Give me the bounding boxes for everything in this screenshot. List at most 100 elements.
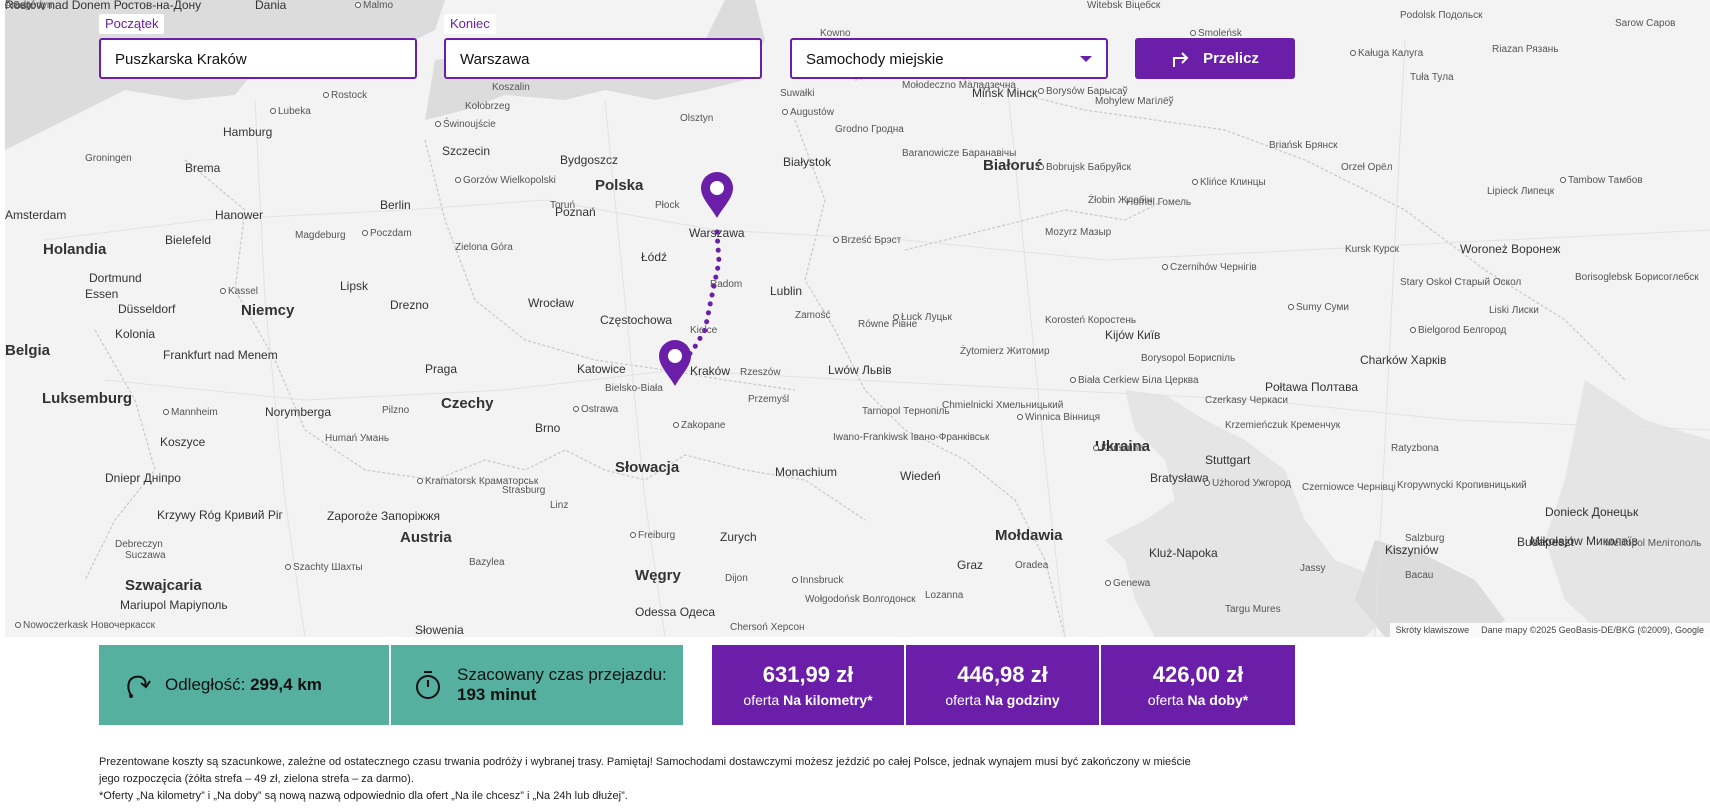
end-label: Koniec: [444, 14, 496, 34]
vehicle-select-value: Samochody miejskie: [806, 51, 944, 68]
city-label: Użhorod Ужгород: [1204, 478, 1291, 489]
city-label: Innsbruck: [792, 575, 843, 586]
calculate-button[interactable]: Przelicz: [1135, 38, 1295, 79]
offer-price: 446,98 zł: [957, 662, 1048, 687]
keyboard-shortcuts-link[interactable]: Skróty klawiszowe: [1395, 625, 1470, 635]
city-label: Rzeszów: [740, 367, 781, 378]
city-label: Monachium: [775, 465, 838, 479]
city-label: Brno: [535, 421, 561, 435]
city-dot-icon: [1350, 50, 1356, 57]
city-label: Wrocław: [528, 296, 574, 310]
calculate-button-label: Przelicz: [1203, 50, 1259, 67]
city-label: Smoleńsk: [1190, 28, 1242, 39]
city-label: Zaporoże Запоріжжя: [327, 509, 441, 523]
map-base: [5, 0, 1710, 637]
city-label: Płock: [655, 200, 680, 211]
city-label: Koszyce: [160, 435, 206, 449]
city-label: Toruń: [550, 200, 576, 211]
city-label: Liski Лиски: [1489, 305, 1539, 316]
city-label: Rostock: [323, 90, 367, 101]
city-label: Segedyn: [5, 0, 52, 11]
city-label: Iwano-Frankiwsk Івано-Франківськ: [833, 432, 990, 443]
map-copyright: Dane mapy ©2025 GeoBasis-DE/BKG (©2009),…: [1481, 625, 1704, 635]
city-label: Melitopol Мелітополь: [1605, 538, 1702, 549]
country-label: Słowenia: [415, 623, 464, 637]
city-label: Bielgorod Белгород: [1410, 325, 1506, 336]
route-map[interactable]: Dania Polska Białoruś Holandia Niemcy Belgia L…: [5, 0, 1710, 637]
end-input[interactable]: Warszawa: [444, 38, 762, 79]
city-label: Zamość: [795, 310, 831, 321]
city-label: Poczdam: [362, 228, 412, 239]
city-label: Charków Харків: [1360, 353, 1447, 367]
city-label: Bacau: [1405, 570, 1434, 581]
city-label: Briańsk Брянск: [1269, 140, 1338, 151]
city-label: Gorzów Wielkopolski: [455, 175, 556, 186]
city-label: Mariupol Маріуполь: [120, 598, 228, 612]
city-label: Graz: [957, 558, 984, 572]
city-label: Homel Гомель: [1126, 197, 1192, 208]
city-label: Borysopol Бориспіль: [1141, 353, 1236, 364]
city-label: Donieck Донецьк: [1545, 505, 1639, 519]
city-dot-icon: [417, 478, 423, 485]
city-label: Kramatorsk Краматорськ: [417, 476, 538, 487]
city-label: Kiszyniów: [1385, 543, 1439, 557]
city-dot-icon: [435, 121, 441, 128]
city-label: Warszawa: [689, 226, 745, 240]
city-label: Sumy Суми: [1288, 302, 1349, 313]
start-input[interactable]: Puszkarska Kraków: [99, 38, 417, 79]
city-dot-icon: [5, 2, 11, 9]
city-label: Kolonia: [115, 327, 156, 341]
city-label: Tuła Тула: [1410, 72, 1454, 83]
city-label: Tarnopol Тернопіль: [862, 406, 950, 417]
city-dot-icon: [893, 314, 899, 321]
offer-card-kilometers[interactable]: 631,99 zł oferta Na kilometry*: [712, 645, 904, 725]
city-dot-icon: [1190, 30, 1196, 37]
country-label: Ukraina: [1095, 438, 1151, 455]
offer-card-days[interactable]: 426,00 zł oferta Na doby*: [1101, 645, 1295, 725]
city-label: Mannheim: [163, 407, 218, 418]
city-label: Groningen: [85, 153, 132, 164]
offer-name: Na godziny: [985, 692, 1060, 708]
city-label: Kassel: [220, 286, 258, 297]
city-dot-icon: [573, 406, 579, 413]
city-label: Humań Умань: [325, 433, 390, 444]
city-label: Białystok: [783, 155, 832, 169]
map-footer: Skróty klawiszowe Dane mapy ©2025 GeoBas…: [1389, 623, 1710, 637]
vehicle-select[interactable]: Samochody miejskie: [790, 38, 1108, 79]
city-label: Chersoń Херсон: [730, 622, 805, 633]
city-dot-icon: [163, 409, 169, 416]
city-label: Kraków: [690, 364, 731, 378]
country-label: Belgia: [5, 342, 51, 359]
city-label: Salzburg: [1405, 533, 1445, 544]
city-label: Nowoczerkask Новочеркасск: [15, 620, 155, 631]
city-label: Oradea: [1015, 560, 1049, 571]
offer-card-hours[interactable]: 446,98 zł oferta Na godziny: [906, 645, 1099, 725]
city-dot-icon: [1162, 264, 1168, 271]
route-line: [678, 229, 722, 367]
city-label: Frankfurt nad Menem: [163, 348, 278, 362]
start-marker-icon[interactable]: [659, 340, 691, 386]
city-label: Żłobin Жлобін: [1088, 195, 1153, 206]
city-label: Radom: [710, 279, 743, 290]
city-label: Mozyrz Мазыр: [1045, 227, 1112, 238]
city-label: Brześć Брэст: [833, 235, 901, 246]
city-label: Stuttgart: [1205, 453, 1251, 467]
city-dot-icon: [1288, 304, 1294, 311]
city-label: Krzywy Róg Кривий Ріг: [157, 508, 283, 522]
city-label: Wiedeń: [900, 469, 941, 483]
city-label: Amsterdam: [5, 208, 67, 222]
city-label: Freiburg: [630, 530, 675, 541]
end-marker-icon[interactable]: [701, 172, 733, 218]
city-label: Zakopane: [673, 420, 725, 431]
city-label: Targu Mures: [1225, 604, 1281, 615]
city-label: Lwów Львів: [828, 363, 892, 377]
city-dot-icon: [355, 2, 361, 9]
city-label: Suwałki: [780, 88, 815, 99]
city-label: Baranowicze Баранавічы: [902, 148, 1017, 159]
offer-price: 631,99 zł: [762, 662, 854, 687]
start-input-value: Puszkarska Kraków: [115, 51, 247, 68]
offer-name: Na doby*: [1187, 692, 1249, 708]
city-label: Klińce Клинцы: [1192, 177, 1266, 188]
city-label: Brema: [185, 161, 221, 175]
city-label: Zielona Góra: [455, 242, 513, 253]
